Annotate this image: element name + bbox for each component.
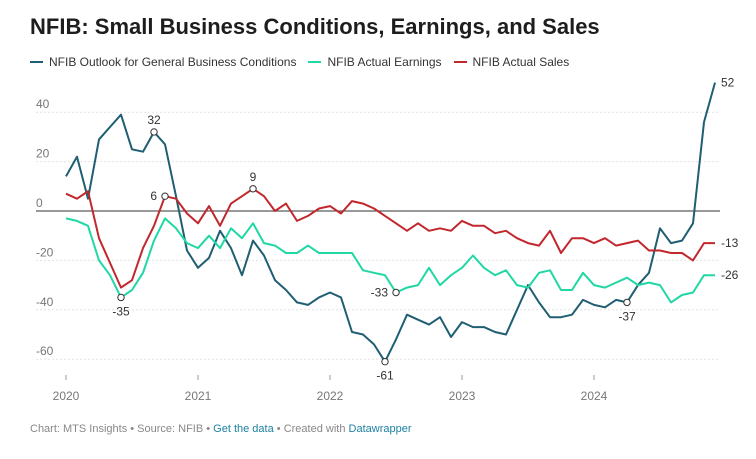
annotation-marker	[117, 293, 125, 302]
y-tick-label: 0	[36, 196, 43, 210]
x-tick-label: 2022	[317, 389, 344, 403]
legend-swatch-sales	[453, 61, 467, 63]
x-tick-label: 2023	[449, 389, 476, 403]
annotation-label: 9	[250, 170, 257, 184]
footer-sep-3: •	[273, 423, 284, 435]
chart-title: NFIB: Small Business Conditions, Earning…	[30, 14, 600, 39]
legend-label-outlook: NFIB Outlook for General Business Condit…	[49, 55, 297, 69]
legend-item-outlook: NFIB Outlook for General Business Condit…	[30, 55, 296, 69]
x-tick-label: 2024	[581, 389, 608, 403]
annotation-label: -37	[618, 309, 636, 323]
series-line-2	[65, 187, 715, 289]
y-tick-label: 40	[36, 97, 50, 111]
footer-sep-2: •	[203, 423, 214, 435]
annotation-label: 32	[147, 113, 161, 127]
annotation-marker	[150, 128, 158, 136]
y-tick-label: -20	[36, 245, 54, 259]
annotation-marker	[161, 192, 169, 200]
legend-swatch-earnings	[308, 61, 322, 63]
series-line-0	[65, 82, 716, 363]
series-end-label-2: -13	[721, 236, 739, 250]
y-tick-label: -60	[36, 344, 54, 358]
footer-created-with: Created with	[283, 423, 346, 435]
get-data-link[interactable]: Get the data	[213, 423, 274, 435]
annotation-label: -61	[376, 369, 394, 383]
chart-footer: Chart: MTS Insights • Source: NFIB • Get…	[30, 423, 412, 435]
y-tick-label: 20	[36, 147, 50, 161]
annotation-label: -33	[371, 286, 389, 300]
x-tick-label: 2021	[185, 389, 212, 403]
y-tick-label: -40	[36, 295, 54, 309]
legend-label-earnings: NFIB Actual Earnings	[327, 55, 442, 69]
footer-source: Source: NFIB	[137, 423, 204, 435]
footer-sep-1: •	[127, 423, 138, 435]
annotation-marker	[392, 288, 400, 297]
series-end-label-0: 52	[721, 76, 735, 90]
annotation-label: -35	[112, 304, 130, 318]
chart-legend: NFIB Outlook for General Business Condit…	[30, 55, 569, 69]
footer-chart-by: Chart: MTS Insights	[30, 423, 128, 435]
series-line-1	[65, 217, 715, 304]
legend-item-sales: NFIB Actual Sales	[453, 55, 570, 69]
legend-item-earnings: NFIB Actual Earnings	[308, 55, 442, 69]
annotation-marker	[623, 298, 631, 307]
annotation-marker	[381, 357, 389, 366]
legend-swatch-outlook	[30, 61, 43, 63]
series-end-label-1: -26	[721, 268, 739, 282]
datawrapper-link[interactable]: Datawrapper	[348, 423, 412, 435]
annotation-label: 6	[150, 189, 157, 203]
x-tick-label: 2020	[53, 389, 80, 403]
annotation-marker	[249, 185, 257, 193]
legend-label-sales: NFIB Actual Sales	[472, 55, 570, 69]
